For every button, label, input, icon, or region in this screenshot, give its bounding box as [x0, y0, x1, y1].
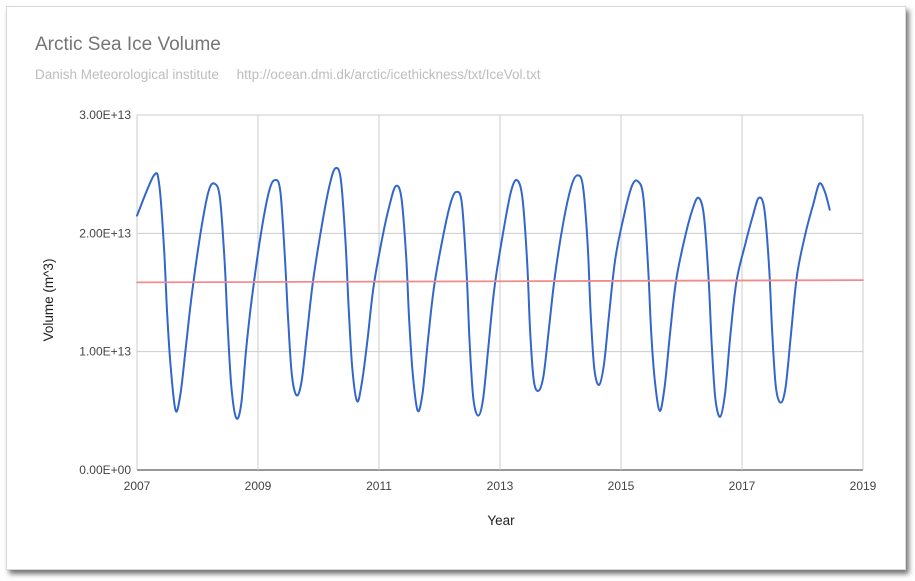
x-tick-label: 2019 — [850, 479, 877, 493]
y-axis-ticks: 0.00E+00 1.00E+13 2.00E+13 3.00E+13 — [79, 108, 131, 477]
x-tick-label: 2007 — [124, 479, 151, 493]
x-axis-ticks: 2007 2009 2011 2013 2015 2017 2019 — [124, 479, 877, 493]
y-tick-label: 2.00E+13 — [79, 226, 131, 240]
source-text: Danish Meteorological institute — [35, 67, 219, 82]
x-tick-label: 2011 — [366, 479, 392, 493]
x-axis-title: Year — [487, 513, 515, 528]
source-url: http://ocean.dmi.dk/arctic/icethickness/… — [236, 67, 541, 82]
series-line-volume — [136, 166, 831, 420]
x-tick-label: 2015 — [608, 479, 635, 493]
y-tick-label: 1.00E+13 — [79, 345, 131, 359]
y-axis-title: Volume (m^3) — [41, 259, 56, 342]
y-tick-label: 3.00E+13 — [79, 108, 131, 122]
chart-card — [6, 6, 906, 570]
x-tick-label: 2009 — [245, 479, 272, 493]
x-tick-label: 2013 — [487, 479, 514, 493]
series-group — [136, 166, 864, 420]
series-line-trend — [136, 279, 864, 284]
y-tick-label: 0.00E+00 — [79, 463, 131, 477]
chart-title: Arctic Sea Ice Volume — [35, 34, 221, 55]
x-tick-label: 2017 — [729, 479, 756, 493]
chart-subtitle: Danish Meteorological institute http://o… — [35, 67, 541, 82]
grid — [136, 114, 864, 471]
